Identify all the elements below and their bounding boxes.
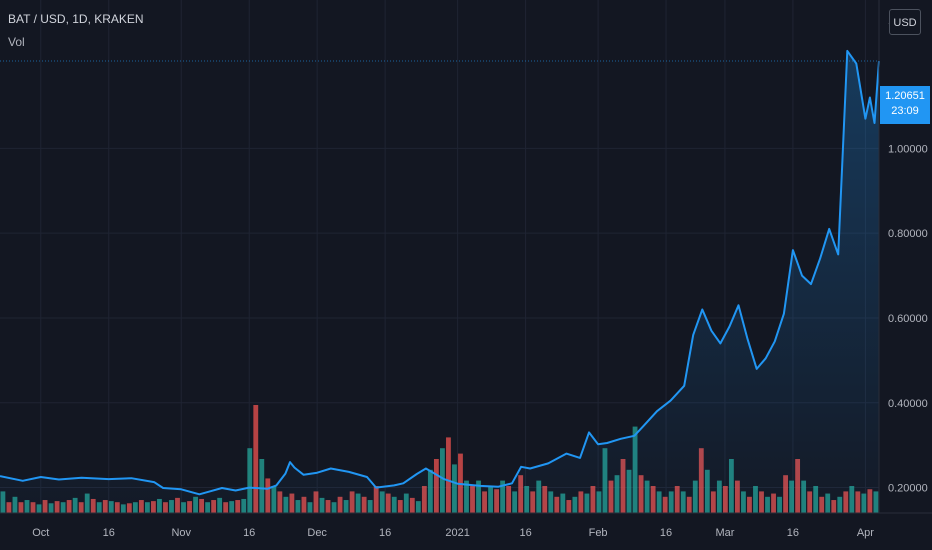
time-tick-label: Oct	[32, 527, 49, 539]
time-tick-label: Nov	[171, 527, 191, 539]
time-tick-label: 16	[243, 527, 255, 539]
price-tick-label: 0.80000	[888, 228, 928, 240]
time-tick-label: 16	[519, 527, 531, 539]
time-tick-label: Apr	[857, 527, 874, 539]
time-tick-label: 2021	[445, 527, 469, 539]
currency-button[interactable]: USD	[889, 9, 921, 35]
bar-countdown: 23:09	[891, 105, 919, 117]
time-tick-label: 16	[787, 527, 799, 539]
time-tick-label: Dec	[307, 527, 327, 539]
time-tick-label: Mar	[715, 527, 734, 539]
price-tick-label: 0.40000	[888, 398, 928, 410]
volume-indicator-label: Vol	[8, 35, 25, 49]
volume-bar	[259, 459, 265, 513]
last-price-value: 1.20651	[885, 90, 925, 102]
symbol-title: BAT / USD, 1D, KRAKEN	[8, 12, 144, 26]
currency-label: USD	[893, 17, 917, 29]
price-area-fill	[0, 50, 879, 514]
time-axis[interactable]: Oct 16 Nov 16 Dec 16 2021 16 Feb 16 Mar 16 Apr	[32, 527, 874, 539]
last-price-badge: 1.20651 23:09	[880, 86, 930, 124]
price-tick-label: 0.60000	[888, 313, 928, 325]
volume-bar	[253, 405, 259, 513]
volume-bar	[446, 437, 451, 513]
price-line	[0, 49, 880, 496]
volume-bar	[247, 448, 253, 513]
time-tick-label: Feb	[589, 527, 608, 539]
price-tick-label: 1.00000	[888, 143, 928, 155]
time-tick-label: 16	[660, 527, 672, 539]
time-tick-label: 16	[379, 527, 391, 539]
price-tick-label: 0.20000	[888, 483, 928, 495]
time-tick-label: 16	[103, 527, 115, 539]
